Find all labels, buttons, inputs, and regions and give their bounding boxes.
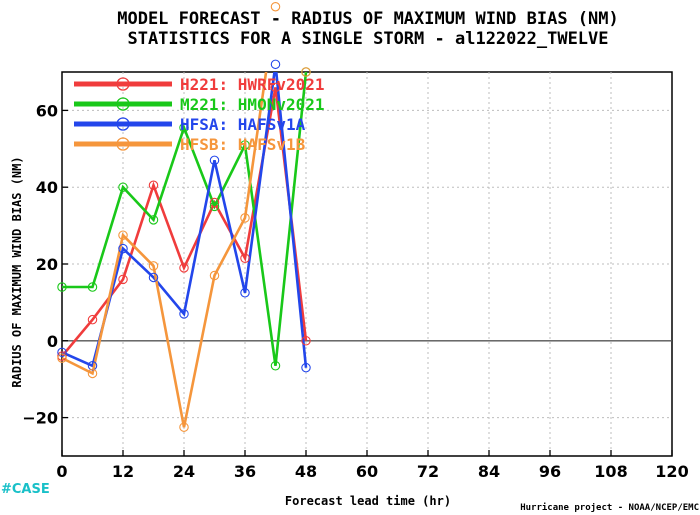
legend-label: M221: HMONv2021 (180, 95, 325, 114)
series-line-4 (62, 72, 306, 428)
data-point (209, 201, 220, 212)
data-point (209, 197, 220, 208)
x-tick-label: 60 (356, 462, 378, 481)
data-point (240, 140, 250, 150)
data-point (148, 180, 159, 191)
data-point (148, 215, 159, 225)
data-point (270, 59, 281, 70)
data-point (270, 1, 281, 12)
data-point (87, 314, 98, 325)
series-layer (57, 1, 311, 432)
x-tick-label: 12 (112, 462, 134, 481)
data-point (179, 263, 189, 273)
x-tick-label: 24 (173, 462, 195, 481)
data-point (301, 67, 311, 77)
data-point (179, 422, 189, 432)
data-point (301, 336, 311, 346)
data-point (270, 361, 281, 371)
x-tick-label: 84 (478, 462, 500, 481)
data-point (57, 347, 67, 358)
data-point (118, 230, 128, 240)
x-tick-label: 0 (56, 462, 67, 481)
data-point (57, 353, 67, 363)
data-point (148, 261, 159, 271)
data-point (301, 362, 311, 373)
legend-marker (116, 117, 130, 131)
data-point (87, 368, 98, 379)
y-axis-label: RADIUS OF MAXIMUM WIND BIAS (NM) (10, 156, 24, 387)
data-point (179, 122, 189, 133)
x-tick-label: 36 (234, 462, 256, 481)
chart-title-line1: MODEL FORECAST - RADIUS OF MAXIMUM WIND … (117, 9, 619, 29)
data-point (270, 82, 281, 93)
series-line-2 (62, 72, 308, 366)
series-lines (62, 72, 308, 428)
legend-label: HFSA: HAFSv1A (180, 115, 306, 134)
data-point (209, 270, 220, 281)
data-point (57, 282, 67, 292)
y-tick-labels: −20 0 20 40 60 (22, 101, 68, 428)
chart-title-line2: STATISTICS FOR A SINGLE STORM - al122022… (127, 29, 608, 49)
x-tick-label: 96 (539, 462, 561, 481)
credit-text: Hurricane project - NOAA/NCEP/EMC (520, 502, 699, 513)
y-tick-label: 60 (36, 101, 58, 120)
x-tick-labels: 0 12 24 36 48 60 72 84 96 108 120 (56, 450, 689, 481)
case-logo: #CASE (1, 482, 50, 497)
x-tick-label: 48 (295, 462, 317, 481)
data-point (118, 274, 128, 285)
data-point (87, 361, 98, 371)
data-point (240, 213, 250, 223)
data-point (118, 182, 128, 192)
legend-label: HFSB: HAFSv1B (180, 135, 306, 154)
y-tick-label: −20 (22, 409, 58, 428)
y-tick-label: 20 (36, 255, 58, 274)
x-tick-label: 108 (594, 462, 627, 481)
y-tick-label: 40 (36, 178, 58, 197)
series-markers (57, 1, 311, 432)
legend-label: H221: HWRFv2021 (180, 75, 325, 94)
data-point (240, 253, 250, 263)
x-tick-label: 120 (655, 462, 688, 481)
data-point (148, 272, 159, 283)
data-point (87, 282, 98, 292)
data-point (240, 288, 250, 298)
legend-marker (116, 97, 130, 111)
x-axis-label: Forecast lead time (hr) (285, 494, 451, 508)
data-point (209, 155, 220, 166)
x-tick-label: 72 (417, 462, 439, 481)
grid-lines (62, 72, 672, 456)
data-point (179, 309, 189, 319)
data-point (118, 243, 128, 254)
legend-marker (116, 77, 130, 91)
legend-marker (116, 137, 130, 151)
y-tick-label: 0 (47, 332, 58, 351)
